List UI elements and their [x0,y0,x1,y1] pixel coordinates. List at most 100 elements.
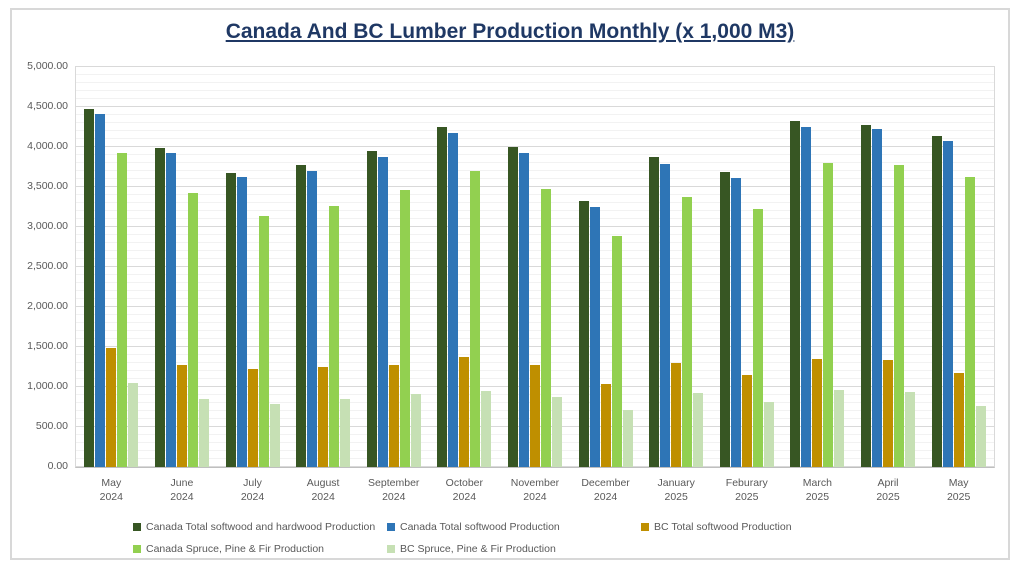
bar [763,402,774,467]
x-axis-label-month: July [243,477,262,489]
bar [883,360,893,467]
x-axis-label-year: 2025 [735,491,759,503]
bar [296,165,307,467]
legend-swatch-icon [387,523,395,531]
bar-group [570,67,641,467]
y-axis-tick-label: 5,000.00 [27,60,68,72]
bar [964,177,975,467]
x-axis-label: January 2025 [641,476,712,504]
bar [589,207,600,467]
x-axis-label-month: Feburary [725,477,768,489]
bar [247,369,258,467]
y-axis-tick-label: 500.00 [35,420,68,432]
bar-group [429,67,500,467]
bar [340,399,351,467]
bar [894,165,904,467]
x-axis-label-month: April [877,477,899,489]
legend-swatch-icon [133,523,141,531]
y-axis-tick-label: 4,000.00 [27,140,68,152]
x-axis-label-year: 2025 [876,491,900,503]
y-axis-tick-label: 0.00 [47,460,68,472]
y-axis-tick-label: 3,500.00 [27,180,68,192]
legend-label: Canada Spruce, Pine & Fir Production [146,543,325,555]
x-axis-label-year: 2024 [382,491,406,503]
y-axis-tick-label: 1,000.00 [27,380,68,392]
x-axis-label-month: October [445,477,484,489]
legend-item: Canada Total softwood Production [387,521,641,533]
bar [459,357,470,467]
bar [622,410,633,467]
x-axis-label-year: 2024 [240,491,265,503]
legend-swatch-icon [641,523,649,531]
legend: Canada Total softwood and hardwood Produ… [133,521,933,555]
bar [812,359,823,467]
bar-group [923,67,994,467]
bar [117,153,128,467]
y-axis: 0.00 500.00 1,000.00 1,500.00 2,000.00 2,500.… [12,60,68,472]
bar-group [500,67,571,467]
bar [975,406,986,467]
x-axis-label: November 2024 [500,476,571,504]
bar [470,171,481,467]
bar [236,177,247,467]
bar [730,178,741,467]
bar [551,397,562,467]
bar [660,164,671,467]
bar [861,125,871,467]
bar [823,163,834,467]
bar [931,136,942,467]
bar [165,153,176,467]
x-axis-label-month: September [368,477,420,489]
legend-label: BC Total softwood Production [654,521,792,533]
bar-group [853,67,924,467]
legend-label: Canada Total softwood Production [400,521,560,533]
bar [693,393,704,467]
bar [106,348,117,467]
bar-group [711,67,782,467]
bar [448,133,459,467]
bar [187,193,198,467]
bar [682,197,693,467]
x-axis-label-month: May [101,477,122,489]
bar [154,148,165,467]
y-axis-tick-label: 1,500.00 [27,340,68,352]
bar [518,153,529,467]
legend-item: BC Total softwood Production [641,521,895,533]
bar [84,109,95,467]
x-axis-label-year: 2024 [99,491,123,503]
bar [611,236,622,467]
chart-title: Canada And BC Lumber Production Monthly … [225,20,795,43]
x-axis-label-year: 2024 [452,491,477,503]
bar-group [288,67,359,467]
bar-group [217,67,288,467]
bar [752,209,763,467]
bar [719,172,730,467]
x-axis-label-month: January [657,477,695,489]
x-axis-label: October 2024 [429,476,500,504]
x-axis-label-year: 2024 [593,491,618,503]
legend-item: Canada Spruce, Pine & Fir Production [133,543,387,555]
x-axis-label-month: November [510,477,560,489]
bar [437,127,448,467]
bar [834,390,845,467]
bar [649,157,660,467]
x-axis-label-year: 2025 [946,491,971,503]
bar [318,367,329,467]
bar [410,394,421,467]
x-axis-label-month: December [581,477,630,489]
bar [671,363,682,467]
bar [872,129,882,467]
x-axis: May 2024 June 2024 July 2024 August 2024 Septemb… [76,476,994,504]
bar [540,189,551,467]
bar [529,365,540,467]
bar [953,373,964,467]
bar-group [782,67,853,467]
x-axis-label-month: June [170,477,194,489]
y-axis-tick-label: 4,500.00 [27,100,68,112]
x-axis-label: March 2025 [782,476,853,504]
x-axis-label: May 2025 [923,476,994,504]
x-axis-label: May 2024 [76,476,147,504]
bar-group [147,67,218,467]
x-axis-label-month: May [948,477,969,489]
bar [225,173,236,467]
